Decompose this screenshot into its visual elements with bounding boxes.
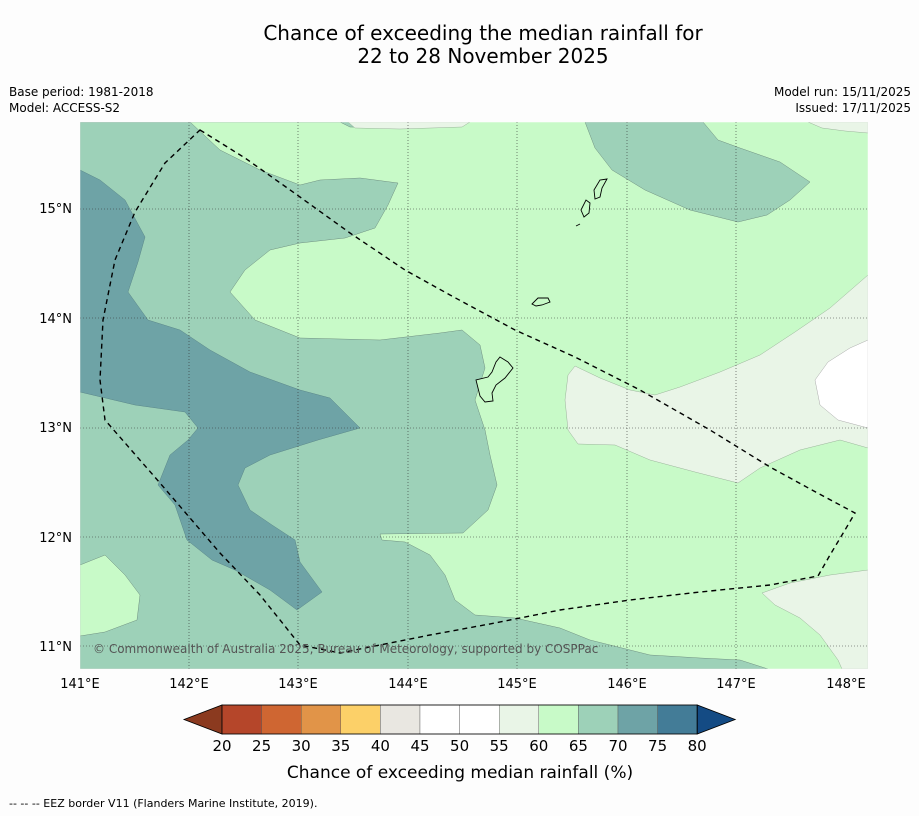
title-line-2: 22 to 28 November 2025 — [357, 44, 609, 68]
colorbar-tick-label: 30 — [292, 737, 311, 755]
lon-label: 142°E — [169, 677, 209, 692]
lon-label: 143°E — [278, 677, 318, 692]
field-55-60-top-strip — [347, 122, 471, 130]
colorbar-tick-label: 60 — [529, 737, 548, 755]
lat-label: 15°N — [39, 202, 72, 217]
field-65-70-ne — [584, 122, 811, 223]
footer-note: -- -- -- EEZ border V11 (Flanders Marine… — [9, 797, 318, 810]
rota-island — [531, 297, 551, 307]
colorbar-arrow-left — [182, 704, 223, 735]
colorbar-ticks: 20 25 30 35 40 45 50 55 60 65 70 75 80 — [212, 737, 706, 755]
field-55-60-se — [761, 569, 868, 669]
lon-label: 145°E — [497, 677, 537, 692]
model-run: Model run: 15/11/2025 — [773, 85, 911, 99]
lon-label: 147°E — [716, 677, 756, 692]
colorbar-swatch — [538, 704, 579, 735]
colorbar-swatch — [578, 704, 619, 735]
lon-labels: 141°E 142°E 143°E 144°E 145°E 146°E 147°… — [60, 677, 866, 692]
colorbar-swatch — [499, 704, 540, 735]
lon-label: 146°E — [607, 677, 647, 692]
lat-label: 12°N — [39, 531, 72, 546]
islands — [475, 178, 608, 403]
map-frame — [79, 121, 869, 670]
meta-right: Model run: 15/11/2025 Issued: 17/11/2025 — [774, 84, 911, 116]
colorbar — [182, 704, 737, 735]
colorbar-tick-label: 70 — [608, 737, 627, 755]
copyright-text: © Commonwealth of Australia 2025, Bureau… — [93, 642, 598, 656]
lat-labels: 15°N 14°N 13°N 12°N 11°N — [39, 202, 72, 655]
chart-title: Chance of exceeding the median rainfall … — [0, 22, 919, 68]
issued-date: Issued: 17/11/2025 — [795, 101, 911, 115]
colorbar-tick-label: 35 — [331, 737, 350, 755]
field-50-55-east — [814, 339, 868, 429]
base-period: Base period: 1981-2018 — [9, 85, 154, 99]
colorbar-swatch — [301, 704, 342, 735]
colorbar-swatch — [380, 704, 421, 735]
colorbar-tick-label: 50 — [450, 737, 469, 755]
field-70-75 — [80, 169, 361, 611]
field-55-60-top — [807, 122, 868, 134]
gridlines — [80, 122, 868, 669]
eez-border — [99, 129, 856, 654]
aguijan-island — [575, 223, 581, 227]
saipan-island — [593, 178, 608, 200]
model-name: Model: ACCESS-S2 — [9, 101, 121, 115]
colorbar-tick-label: 40 — [371, 737, 390, 755]
lon-label: 141°E — [60, 677, 100, 692]
colorbar-swatch — [459, 704, 500, 735]
lon-label: 144°E — [388, 677, 428, 692]
colorbar-swatch — [221, 704, 262, 735]
lat-label: 14°N — [39, 312, 72, 327]
colorbar-swatch — [261, 704, 302, 735]
lat-label: 13°N — [39, 421, 72, 436]
lon-label: 148°E — [826, 677, 866, 692]
colorbar-swatch — [419, 704, 460, 735]
title-line-1: Chance of exceeding the median rainfall … — [263, 21, 703, 45]
map-area: © Commonwealth of Australia 2025, Bureau… — [80, 122, 868, 669]
colorbar-tick-label: 75 — [648, 737, 667, 755]
colorbar-tick-label: 55 — [490, 737, 509, 755]
colorbar-label: Chance of exceeding median rainfall (%) — [287, 763, 633, 783]
colorbar-outline — [221, 704, 698, 735]
colorbar-arrow-right — [696, 704, 737, 735]
colorbar-tick-label: 45 — [410, 737, 429, 755]
colorbar-tick-label: 80 — [688, 737, 707, 755]
colorbar-tick-label: 20 — [212, 737, 231, 755]
guam-island — [475, 356, 514, 403]
colorbar-swatch — [340, 704, 381, 735]
colorbar-swatch — [657, 704, 698, 735]
lat-label: 11°N — [39, 640, 72, 655]
tinian-island — [580, 199, 591, 218]
colorbar-tick-label: 65 — [569, 737, 588, 755]
field-60-65-sw — [80, 554, 141, 637]
colorbar-tick-label: 25 — [252, 737, 271, 755]
meta-left: Base period: 1981-2018 Model: ACCESS-S2 — [9, 84, 154, 116]
colorbar-swatch — [617, 704, 658, 735]
field-55-60-east — [564, 274, 868, 484]
